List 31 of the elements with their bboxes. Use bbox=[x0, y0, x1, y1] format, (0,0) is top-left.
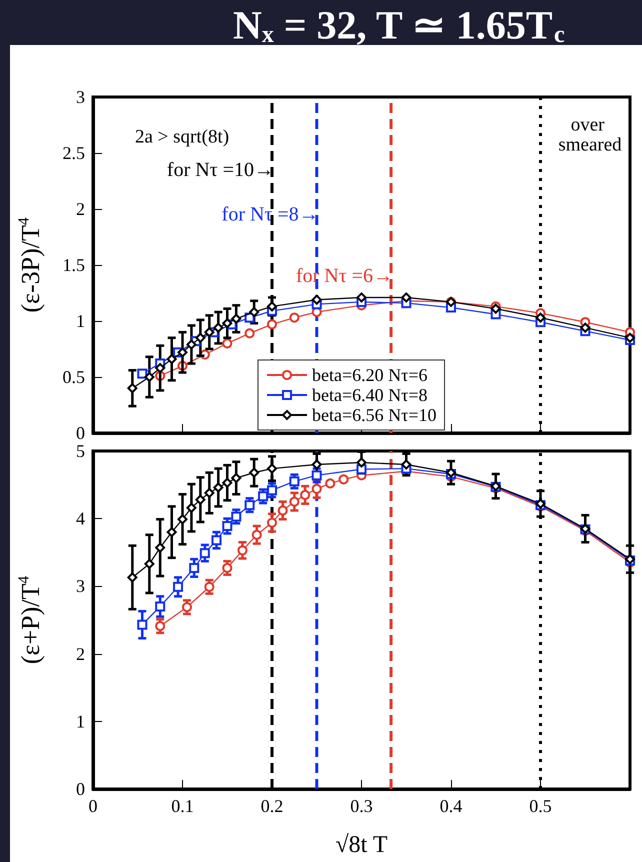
y-tick-label: 2 bbox=[76, 199, 85, 219]
y-tick-label: 5 bbox=[76, 441, 85, 461]
chart-title: Nx = 32, T ≃ 1.65Tc bbox=[233, 2, 566, 48]
annotation: for Nτ =8→ bbox=[222, 204, 319, 226]
y-tick-label: 3 bbox=[76, 576, 85, 596]
y-tick-label: 2 bbox=[76, 644, 85, 664]
legend-label: beta=6.56 Nτ=10 bbox=[312, 405, 437, 425]
x-tick-label: 0.4 bbox=[440, 796, 462, 816]
x-tick-label: 0.5 bbox=[529, 796, 552, 816]
x-tick-label: 0.3 bbox=[350, 796, 373, 816]
annotation: 2a > sqrt(8t) bbox=[135, 126, 230, 148]
y-axis-title: (ε-3P)/T4 bbox=[16, 217, 45, 313]
annotation: over smeared bbox=[558, 114, 622, 156]
y-tick-label: 1 bbox=[76, 711, 85, 732]
x-tick-label: 0 bbox=[88, 796, 98, 816]
legend-label: beta=6.20 Nτ=6 bbox=[312, 365, 428, 385]
y-tick-label: 1 bbox=[76, 311, 85, 331]
y-tick-label: 2.5 bbox=[62, 143, 85, 163]
y-tick-label: 3 bbox=[76, 87, 85, 107]
y-tick-label: 0.5 bbox=[62, 367, 85, 387]
y-tick-label: 0 bbox=[76, 779, 85, 799]
legend-label: beta=6.40 Nτ=8 bbox=[312, 385, 428, 405]
y-axis-title: (ε+P)/T4 bbox=[16, 576, 45, 664]
y-tick-label: 4 bbox=[76, 508, 85, 529]
annotation: for Nτ =10→ bbox=[166, 158, 274, 181]
y-tick-label: 1.5 bbox=[62, 255, 85, 275]
x-axis-title: √8t T bbox=[335, 832, 388, 858]
y-tick-label: 0 bbox=[76, 423, 85, 443]
x-tick-label: 0.2 bbox=[260, 796, 284, 816]
annotation: for Nτ =6→ bbox=[296, 265, 394, 288]
x-tick-label: 0.1 bbox=[171, 796, 194, 816]
